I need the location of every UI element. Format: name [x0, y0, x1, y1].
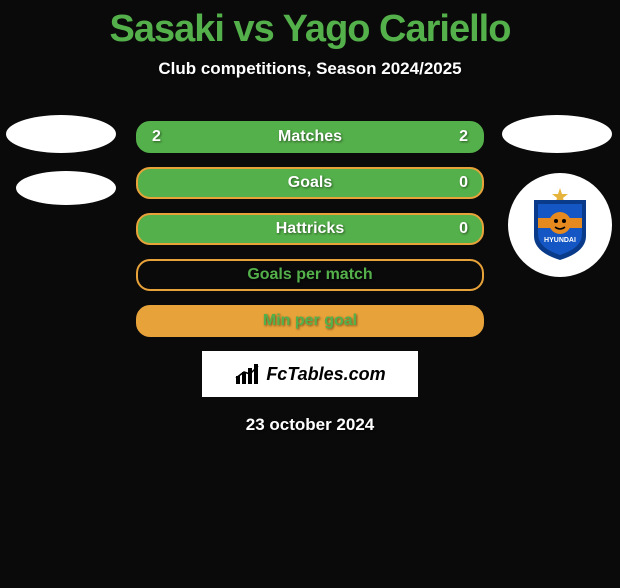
fctables-logo-text: FcTables.com: [266, 364, 385, 385]
snapshot-date: 23 october 2024: [0, 415, 620, 435]
stat-row-matches: 2 Matches 2: [136, 121, 484, 153]
stat-right-value: 0: [459, 174, 468, 192]
fctables-logo: FcTables.com: [202, 351, 418, 397]
stat-label: Min per goal: [263, 312, 357, 330]
stat-row-goals-per-match: Goals per match: [136, 259, 484, 291]
stat-row-min-per-goal: Min per goal: [136, 305, 484, 337]
stats-area: HYUNDAI 2 Matches 2 Goals 0 Hattricks 0 Goals p…: [0, 121, 620, 337]
stat-right-value: 0: [459, 220, 468, 238]
svg-text:HYUNDAI: HYUNDAI: [544, 237, 576, 244]
stat-label: Matches: [278, 128, 342, 146]
bar-chart-icon: [234, 364, 262, 384]
player2-club-badge: HYUNDAI: [508, 173, 612, 277]
season-subtitle: Club competitions, Season 2024/2025: [0, 59, 620, 79]
player1-photo-placeholder: [6, 115, 116, 153]
player1-club-placeholder: [16, 171, 116, 205]
stat-left-value: 2: [152, 128, 161, 146]
hyundai-shield-icon: HYUNDAI: [528, 188, 592, 262]
comparison-title: Sasaki vs Yago Cariello: [0, 8, 620, 51]
stat-row-goals: Goals 0: [136, 167, 484, 199]
stat-row-hattricks: Hattricks 0: [136, 213, 484, 245]
stat-label: Goals: [288, 174, 332, 192]
stat-label: Goals per match: [247, 266, 372, 284]
player2-photo-placeholder: [502, 115, 612, 153]
stat-label: Hattricks: [276, 220, 344, 238]
stat-right-value: 2: [459, 128, 468, 146]
